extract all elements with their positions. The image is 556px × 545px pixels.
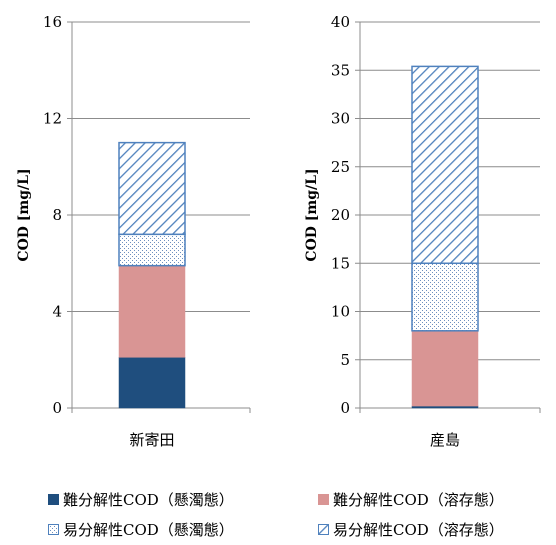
y-tick-label: 5 xyxy=(340,351,350,369)
y-tick-label: 4 xyxy=(52,303,62,321)
y-axis-label: COD [mg/L] xyxy=(16,168,32,261)
x-category-label: 新寄田 xyxy=(129,431,174,449)
y-tick-label: 25 xyxy=(331,158,350,176)
bar-segment xyxy=(118,265,186,358)
legend-item-4: 易分解性COD（溶存態） xyxy=(318,519,504,540)
bar-segment xyxy=(411,330,479,407)
legend-swatch-solid-pink xyxy=(318,494,329,505)
bar-segment xyxy=(118,141,186,236)
bar-segment xyxy=(118,357,186,409)
y-tick-label: 20 xyxy=(331,206,350,224)
y-tick-label: 0 xyxy=(52,399,62,417)
bar-segment xyxy=(118,233,186,267)
bar-segment xyxy=(411,65,479,264)
bar-segment xyxy=(411,405,479,409)
legend-item-3: 易分解性COD（懸濁態） xyxy=(48,519,234,540)
x-category-label: 産島 xyxy=(430,431,460,449)
legend-label-1: 難分解性COD（懸濁態） xyxy=(63,491,234,509)
legend-swatch-dots xyxy=(48,524,59,535)
legend-item-2: 難分解性COD（溶存態） xyxy=(318,489,504,510)
y-tick-label: 12 xyxy=(43,110,62,128)
y-tick-label: 40 xyxy=(331,13,350,31)
legend-label-2: 難分解性COD（溶存態） xyxy=(333,491,504,509)
y-tick-label: 10 xyxy=(331,303,350,321)
legend-label-3: 易分解性COD（懸濁態） xyxy=(63,521,234,539)
y-tick-label: 35 xyxy=(331,61,350,79)
y-tick-label: 16 xyxy=(43,13,62,31)
y-tick-label: 15 xyxy=(331,254,350,272)
y-tick-label: 30 xyxy=(331,110,350,128)
legend-label-4: 易分解性COD（溶存態） xyxy=(333,521,504,539)
legend-swatch-hatch xyxy=(318,524,329,535)
y-axis-label: COD [mg/L] xyxy=(304,168,320,261)
chart-svg: 0 4 8 12 16 COD [mg/L] 新寄田 0 5 10 15 20 25 30 35 40 COD … xyxy=(16,13,541,449)
legend-item-1: 難分解性COD（懸濁態） xyxy=(48,489,234,510)
y-tick-label: 0 xyxy=(340,399,350,417)
bar-segment xyxy=(411,262,479,332)
legend-swatch-solid-dark xyxy=(48,494,59,505)
y-tick-label: 8 xyxy=(52,206,62,224)
